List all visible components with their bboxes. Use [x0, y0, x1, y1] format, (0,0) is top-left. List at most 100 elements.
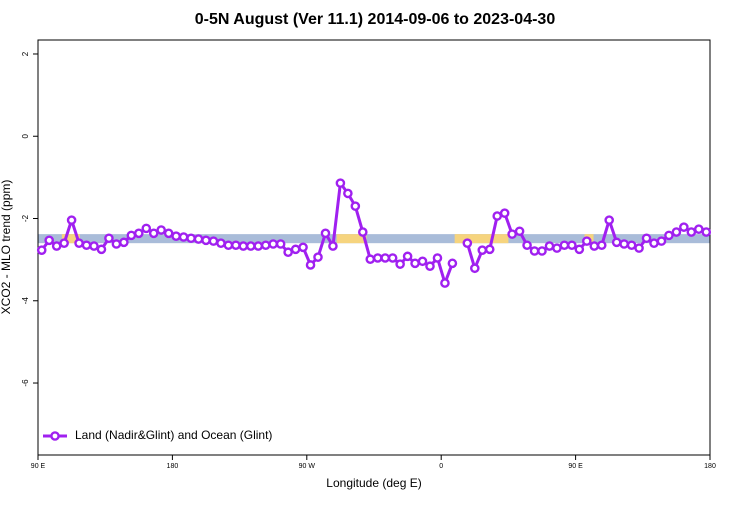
data-point	[201, 235, 211, 246]
y-tick-label: 2	[21, 51, 30, 56]
data-point	[477, 245, 488, 255]
x-tick-label: 0	[439, 463, 443, 470]
data-point	[245, 241, 256, 251]
data-point	[559, 240, 570, 251]
data-point	[567, 240, 577, 251]
data-point	[178, 232, 189, 242]
data-point	[574, 244, 585, 255]
data-point	[66, 215, 77, 225]
data-point	[507, 229, 517, 239]
data-point	[372, 253, 383, 263]
data-point	[469, 263, 480, 274]
data-point	[402, 251, 413, 262]
data-point	[686, 227, 697, 237]
data-point	[544, 241, 555, 251]
data-point	[81, 240, 92, 251]
data-point	[283, 247, 293, 258]
data-point	[514, 226, 525, 237]
data-point	[462, 238, 473, 248]
land-segment	[454, 234, 509, 244]
data-point	[96, 244, 107, 255]
data-point	[253, 241, 264, 251]
x-tick-label: 180	[167, 463, 179, 470]
data-point	[156, 225, 166, 235]
data-point	[619, 239, 629, 249]
data-point	[59, 238, 69, 248]
data-point	[223, 240, 234, 251]
data-point	[208, 236, 219, 246]
data-point	[313, 252, 323, 262]
data-point	[679, 222, 689, 232]
data-point	[171, 231, 181, 241]
data-point	[89, 241, 99, 251]
data-point	[74, 238, 84, 248]
data-point	[492, 211, 503, 221]
y-tick-label: -6	[21, 379, 30, 387]
chart-title: 0-5N August (Ver 11.1) 2014-09-06 to 202…	[195, 11, 556, 28]
data-point	[335, 178, 346, 188]
data-point	[522, 240, 532, 251]
data-point	[432, 253, 443, 263]
data-point	[141, 223, 152, 234]
data-point	[51, 241, 62, 251]
x-tick-label: 90 E	[31, 463, 46, 470]
data-point	[484, 244, 495, 255]
data-point	[298, 242, 308, 253]
data-point	[649, 238, 659, 248]
data-point	[664, 230, 674, 241]
y-axis-label: XCO2 - MLO trend (ppm)	[0, 180, 13, 315]
data-point	[537, 246, 547, 256]
data-point	[238, 241, 249, 251]
x-tick-label: 90 E	[568, 463, 583, 470]
data-point	[552, 243, 562, 253]
data-point	[350, 201, 361, 211]
data-point	[36, 245, 47, 255]
y-tick-label: -2	[21, 214, 30, 222]
data-point	[186, 233, 196, 244]
data-point	[529, 246, 540, 256]
data-point	[268, 239, 279, 249]
data-point	[410, 258, 420, 269]
data-point	[119, 237, 129, 248]
data-point	[701, 227, 712, 237]
data-point	[656, 236, 667, 246]
data-point	[290, 244, 301, 255]
data-point	[425, 261, 435, 272]
data-point	[216, 238, 226, 248]
legend-marker	[50, 431, 60, 441]
data-point	[641, 233, 652, 244]
data-point	[499, 208, 510, 218]
data-point	[193, 234, 204, 244]
data-point	[380, 253, 391, 263]
data-point	[148, 228, 159, 239]
data-point	[343, 188, 353, 199]
data-point	[133, 228, 144, 239]
data-point	[604, 215, 615, 225]
x-tick-label: 180	[704, 463, 716, 470]
data-point	[596, 240, 607, 251]
data-point	[694, 224, 704, 234]
data-point	[634, 243, 644, 253]
x-tick-label: 90 W	[299, 463, 316, 470]
data-point	[111, 239, 122, 249]
ocean-band	[38, 234, 710, 244]
y-tick-label: -4	[21, 297, 30, 305]
data-point	[440, 278, 450, 288]
data-point	[589, 241, 600, 251]
data-point	[447, 258, 458, 269]
data-point	[44, 235, 55, 246]
land-segment	[336, 234, 367, 244]
land-segment	[61, 234, 80, 244]
data-point	[417, 256, 428, 267]
data-point	[671, 227, 682, 237]
data-point	[320, 228, 331, 239]
data-point	[365, 254, 376, 265]
x-axis-label: Longitude (deg E)	[326, 476, 421, 490]
data-point	[305, 260, 316, 270]
y-tick-label: 0	[21, 133, 30, 138]
data-point	[626, 240, 637, 251]
data-point	[357, 227, 368, 237]
legend-label: Land (Nadir&Glint) and Ocean (Glint)	[75, 428, 272, 442]
